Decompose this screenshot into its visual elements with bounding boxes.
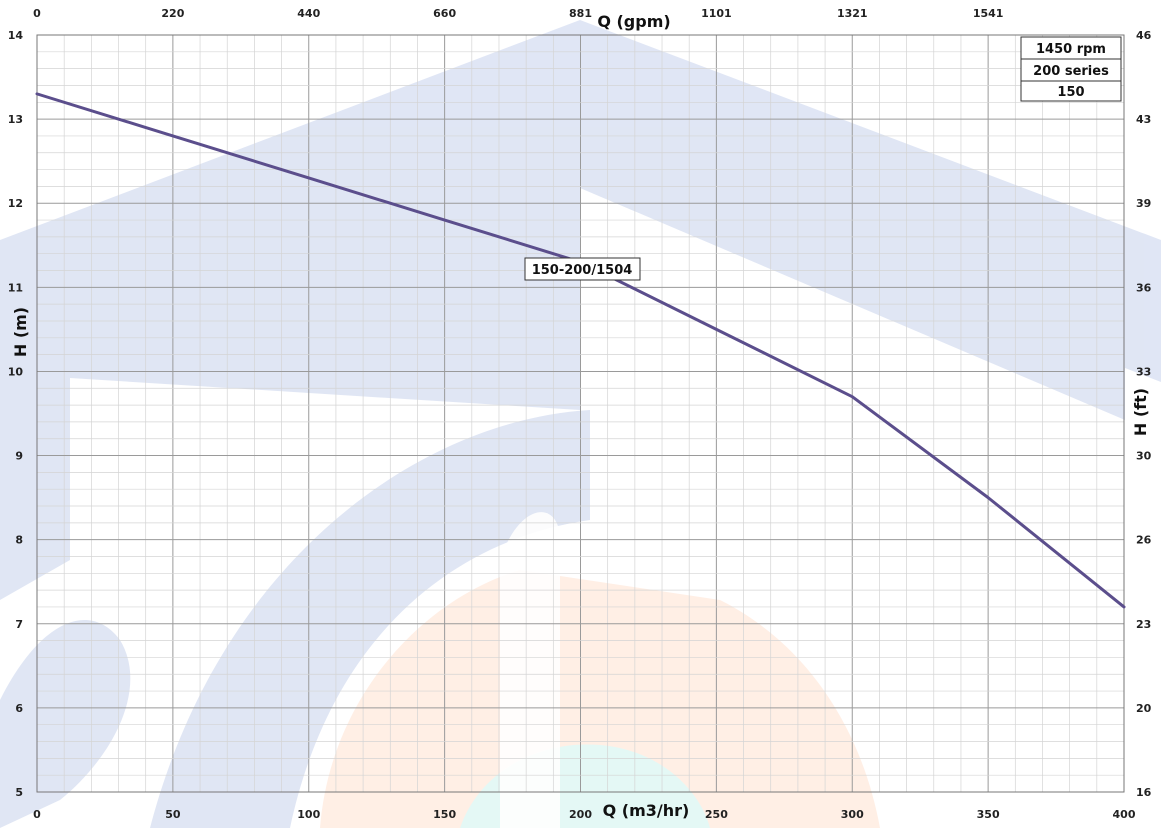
chart-axes: 0 50 100 150 200 250 300 350 400 0 220 440 660 881 110… [8,7,1152,821]
y-right-tick-label: 23 [1136,618,1151,631]
x-bottom-tick-label: 150 [433,808,456,821]
x-bottom-tick-label: 0 [33,808,41,821]
y-left-tick-label: 8 [15,534,23,547]
y-right-tick-label: 36 [1136,281,1152,294]
x-bottom-tick-label: 100 [297,808,320,821]
y-right-tick-label: 20 [1136,702,1152,715]
watermark-logo [0,20,1161,828]
plot-frame [36,34,1125,793]
y-right-tick-label: 46 [1136,29,1152,42]
y-right-tick-label: 39 [1136,197,1151,210]
y-right-tick-label: 26 [1136,534,1152,547]
y-left-tick-label: 6 [15,702,23,715]
y-left-tick-label: 12 [8,197,23,210]
y-right-tick-label: 16 [1136,786,1152,799]
y-right-tick-label: 33 [1136,365,1151,378]
y-right-axis-title: H (ft) [1131,388,1150,436]
x-bottom-tick-label: 200 [569,808,592,821]
x-bottom-tick-label: 400 [1113,808,1136,821]
x-top-tick-label: 440 [297,7,320,20]
spec-legend-box: 1450 rpm 200 series 150 [1020,36,1122,102]
y-left-tick-label: 7 [15,618,23,631]
y-left-tick-label: 10 [8,365,24,378]
curve-label-text: 150-200/1504 [532,263,633,278]
x-top-axis-title: Q (gpm) [597,12,670,31]
x-top-tick-label: 1321 [837,7,868,20]
legend-size: 150 [1057,85,1084,100]
x-top-tick-label: 660 [433,7,456,20]
y-right-tick-label: 43 [1136,113,1151,126]
x-bottom-tick-label: 350 [977,808,1000,821]
x-top-tick-label: 0 [33,7,41,20]
curve-label: 150-200/1504 [524,257,641,281]
legend-series: 200 series [1033,64,1109,79]
x-bottom-tick-label: 250 [705,808,728,821]
y-right-tick-label: 30 [1136,450,1152,463]
x-bottom-tick-label: 300 [841,808,864,821]
y-left-tick-label: 13 [8,113,23,126]
x-top-tick-label: 1541 [973,7,1004,20]
y-left-tick-label: 9 [15,450,23,463]
y-left-tick-label: 14 [8,29,24,42]
x-bottom-tick-label: 50 [165,808,181,821]
x-bottom-axis-title: Q (m3/hr) [603,801,690,820]
x-top-tick-label: 220 [161,7,184,20]
y-left-tick-label: 5 [15,786,23,799]
x-top-tick-label: 881 [569,7,592,20]
x-top-tick-label: 1101 [701,7,732,20]
chart-grid [36,34,1125,793]
y-left-tick-label: 11 [8,281,23,294]
y-left-axis-title: H (m) [11,307,30,357]
legend-speed: 1450 rpm [1036,42,1106,57]
